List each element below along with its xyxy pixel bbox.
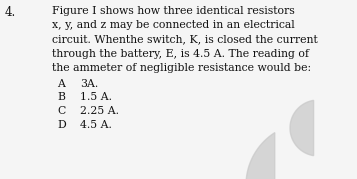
Polygon shape [290,100,313,156]
Polygon shape [246,133,275,179]
Text: A: A [57,79,65,89]
Text: B: B [57,93,65,103]
Text: through the battery, E, is 4.5 A. The reading of: through the battery, E, is 4.5 A. The re… [52,49,309,59]
Text: C: C [57,106,65,116]
Text: 4.: 4. [5,6,16,19]
Text: the ammeter of negligible resistance would be:: the ammeter of negligible resistance wou… [52,63,311,73]
Text: 2.25 A.: 2.25 A. [80,106,119,116]
Text: D: D [57,120,66,129]
Text: 3A.: 3A. [80,79,98,89]
Text: Figure I shows how three identical resistors: Figure I shows how three identical resis… [52,6,295,16]
Text: x, y, and z may be connected in an electrical: x, y, and z may be connected in an elect… [52,20,295,30]
Text: circuit. Whenthe switch, K, is closed the current: circuit. Whenthe switch, K, is closed th… [52,34,318,44]
Text: 1.5 A.: 1.5 A. [80,93,112,103]
Text: 4.5 A.: 4.5 A. [80,120,112,129]
